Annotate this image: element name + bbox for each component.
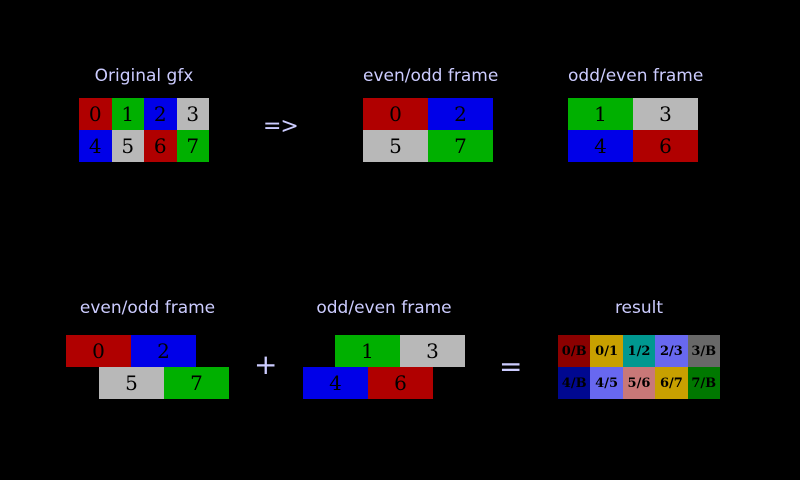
grid-cell: 3 [400,335,465,367]
grid-cell: 5 [363,130,428,162]
grid-cell: 4 [303,367,368,399]
grid-row: 4/B 4/5 5/6 6/7 7/B [558,367,720,399]
even-odd-frame-label-top: even/odd frame [363,66,499,86]
grid-cell: 7/B [687,367,720,399]
grid-cell: 1 [568,98,633,130]
grid-cell: 1 [335,335,400,367]
grid-cell: 0 [79,98,112,130]
grid-cell: 4/5 [590,367,623,399]
grid-cell: 2/3 [655,335,688,367]
plus-operator: + [254,348,278,381]
grid-cell: 4/B [558,367,591,399]
odd-even-frame-label-top: odd/even frame [568,66,704,86]
grid-cell: 3/B [687,335,720,367]
grid-cell: 3 [176,98,209,130]
grid-cell: 6 [368,367,433,399]
result-label: result [614,298,664,318]
equals-operator: = [499,350,523,383]
grid-cell: 2 [131,335,196,367]
grid-cell: 5 [111,130,144,162]
grid-cell: 1/2 [622,335,656,367]
grid-cell: 4 [568,130,633,162]
grid-row: 0/B 0/1 1/2 2/3 3/B [558,335,720,367]
even-odd-frame-label-bottom: even/odd frame [79,298,216,318]
grid-cell: 2 [428,98,493,130]
odd-even-frame-label-bottom: odd/even frame [316,298,452,318]
result-grid: 0/B 0/1 1/2 2/3 3/B 4/B 4/5 5/6 6/7 7/B [558,335,720,399]
grid-cell: 6 [633,130,698,162]
grid-cell: 5/6 [622,367,656,399]
grid-cell: 7 [428,130,493,162]
grid-cell: 6/7 [655,367,688,399]
original-gfx-label: Original gfx [94,66,194,86]
grid-cell: 5 [99,367,164,399]
grid-cell: 1 [111,98,144,130]
grid-cell: 7 [176,130,209,162]
maps-to-operator: => [263,114,299,139]
grid-cell: 0 [363,98,428,130]
grid-cell: 0/1 [590,335,623,367]
grid-cell: 4 [79,130,112,162]
grid-cell: 6 [144,130,177,162]
grid-cell: 7 [164,367,229,399]
grid-cell: 0 [66,335,131,367]
grid-cell: 3 [633,98,698,130]
grid-cell: 0/B [558,335,591,367]
grid-cell: 2 [144,98,177,130]
